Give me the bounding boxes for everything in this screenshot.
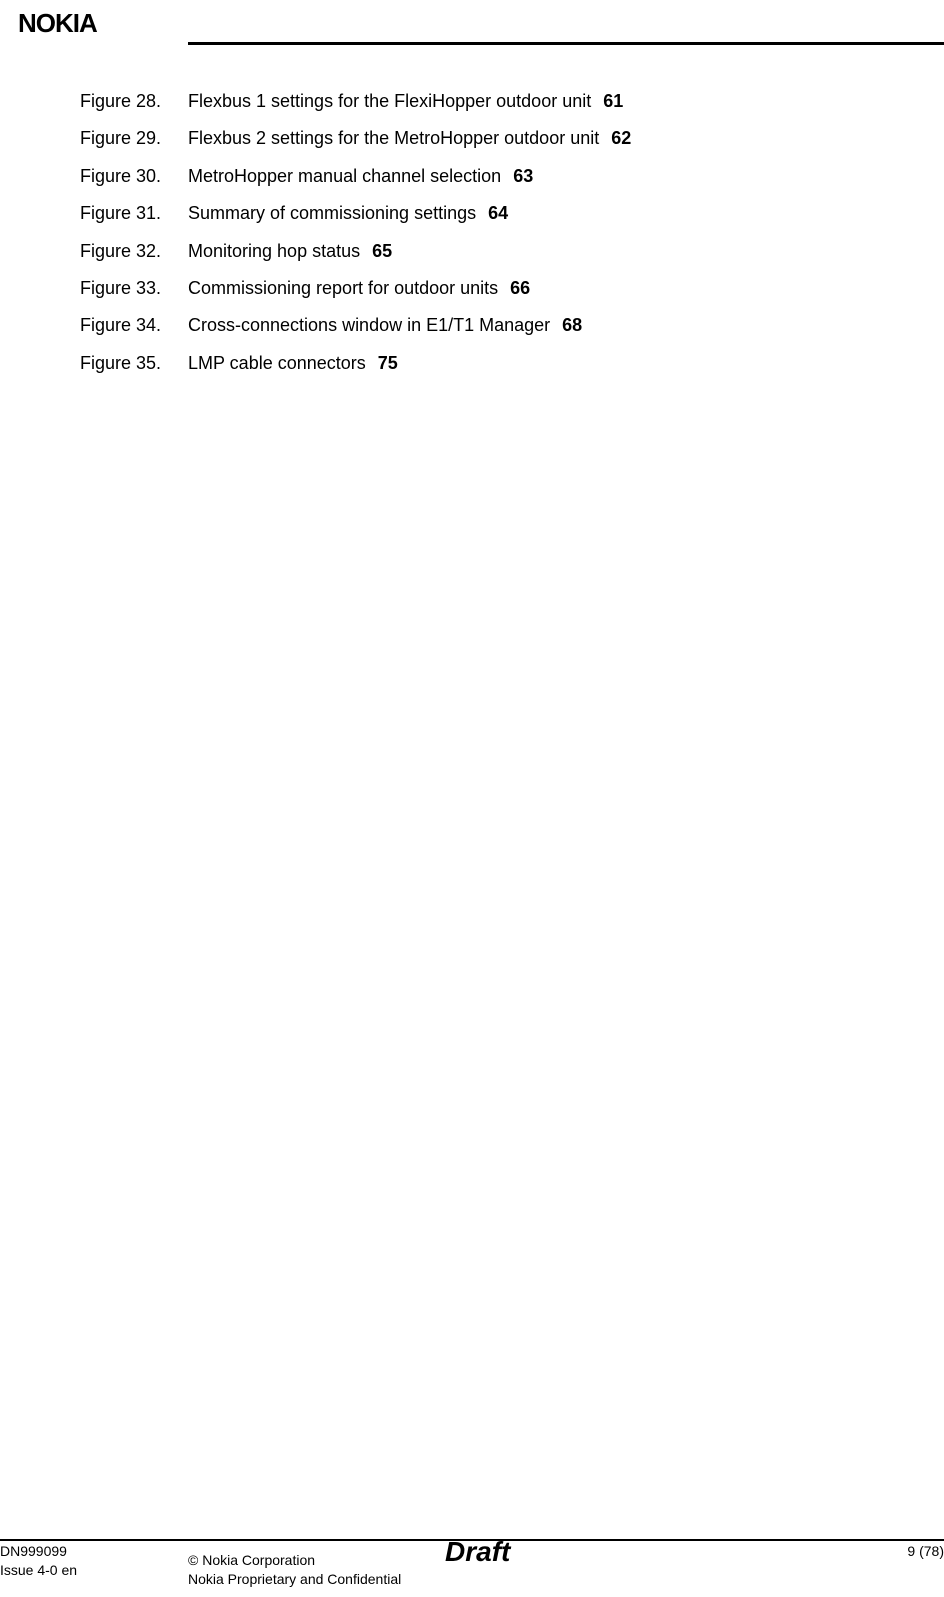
figure-list: Figure 28. Flexbus 1 settings for the Fl…: [80, 90, 904, 375]
figure-title: Summary of commissioning settings: [188, 202, 476, 225]
figure-entry: Figure 28. Flexbus 1 settings for the Fl…: [80, 90, 904, 113]
nokia-logo: NOKIA: [18, 8, 97, 38]
content-area: Figure 28. Flexbus 1 settings for the Fl…: [80, 90, 904, 375]
figure-label: Figure 32.: [80, 240, 188, 263]
figure-entry: Figure 30. MetroHopper manual channel se…: [80, 165, 904, 188]
figure-title: Flexbus 1 settings for the FlexiHopper o…: [188, 90, 591, 113]
figure-title: Cross-connections window in E1/T1 Manage…: [188, 314, 550, 337]
figure-page: 68: [562, 314, 582, 337]
figure-entry: Figure 35. LMP cable connectors 75: [80, 352, 904, 375]
figure-label: Figure 33.: [80, 277, 188, 300]
figure-page: 65: [372, 240, 392, 263]
page-number: 9 (78): [907, 1542, 944, 1561]
figure-title: Commissioning report for outdoor units: [188, 277, 498, 300]
figure-title: Flexbus 2 settings for the MetroHopper o…: [188, 127, 599, 150]
page-header: NOKIA: [0, 0, 944, 39]
figure-entry: Figure 33. Commissioning report for outd…: [80, 277, 904, 300]
figure-label: Figure 34.: [80, 314, 188, 337]
figure-label: Figure 28.: [80, 90, 188, 113]
confidential-text: Nokia Proprietary and Confidential: [188, 1570, 907, 1589]
figure-label: Figure 30.: [80, 165, 188, 188]
figure-page: 61: [603, 90, 623, 113]
figure-page: 64: [488, 202, 508, 225]
figure-title: Monitoring hop status: [188, 240, 360, 263]
figure-entry: Figure 34. Cross-connections window in E…: [80, 314, 904, 337]
doc-issue: Issue 4-0 en: [0, 1561, 188, 1580]
figure-title: MetroHopper manual channel selection: [188, 165, 501, 188]
header-divider: [188, 42, 944, 45]
figure-page: 75: [378, 352, 398, 375]
figure-page: 63: [513, 165, 533, 188]
figure-label: Figure 29.: [80, 127, 188, 150]
draft-watermark: Draft: [445, 1538, 510, 1566]
footer-center: © Nokia Corporation Draft Nokia Propriet…: [188, 1542, 907, 1589]
copyright-text: © Nokia Corporation: [188, 1551, 315, 1570]
figure-page: 66: [510, 277, 530, 300]
page-footer: DN999099 Issue 4-0 en © Nokia Corporatio…: [0, 1542, 944, 1589]
doc-number: DN999099: [0, 1542, 188, 1561]
figure-page: 62: [611, 127, 631, 150]
figure-entry: Figure 31. Summary of commissioning sett…: [80, 202, 904, 225]
footer-left: DN999099 Issue 4-0 en: [0, 1542, 188, 1580]
figure-label: Figure 31.: [80, 202, 188, 225]
figure-entry: Figure 29. Flexbus 2 settings for the Me…: [80, 127, 904, 150]
figure-entry: Figure 32. Monitoring hop status 65: [80, 240, 904, 263]
figure-label: Figure 35.: [80, 352, 188, 375]
figure-title: LMP cable connectors: [188, 352, 366, 375]
